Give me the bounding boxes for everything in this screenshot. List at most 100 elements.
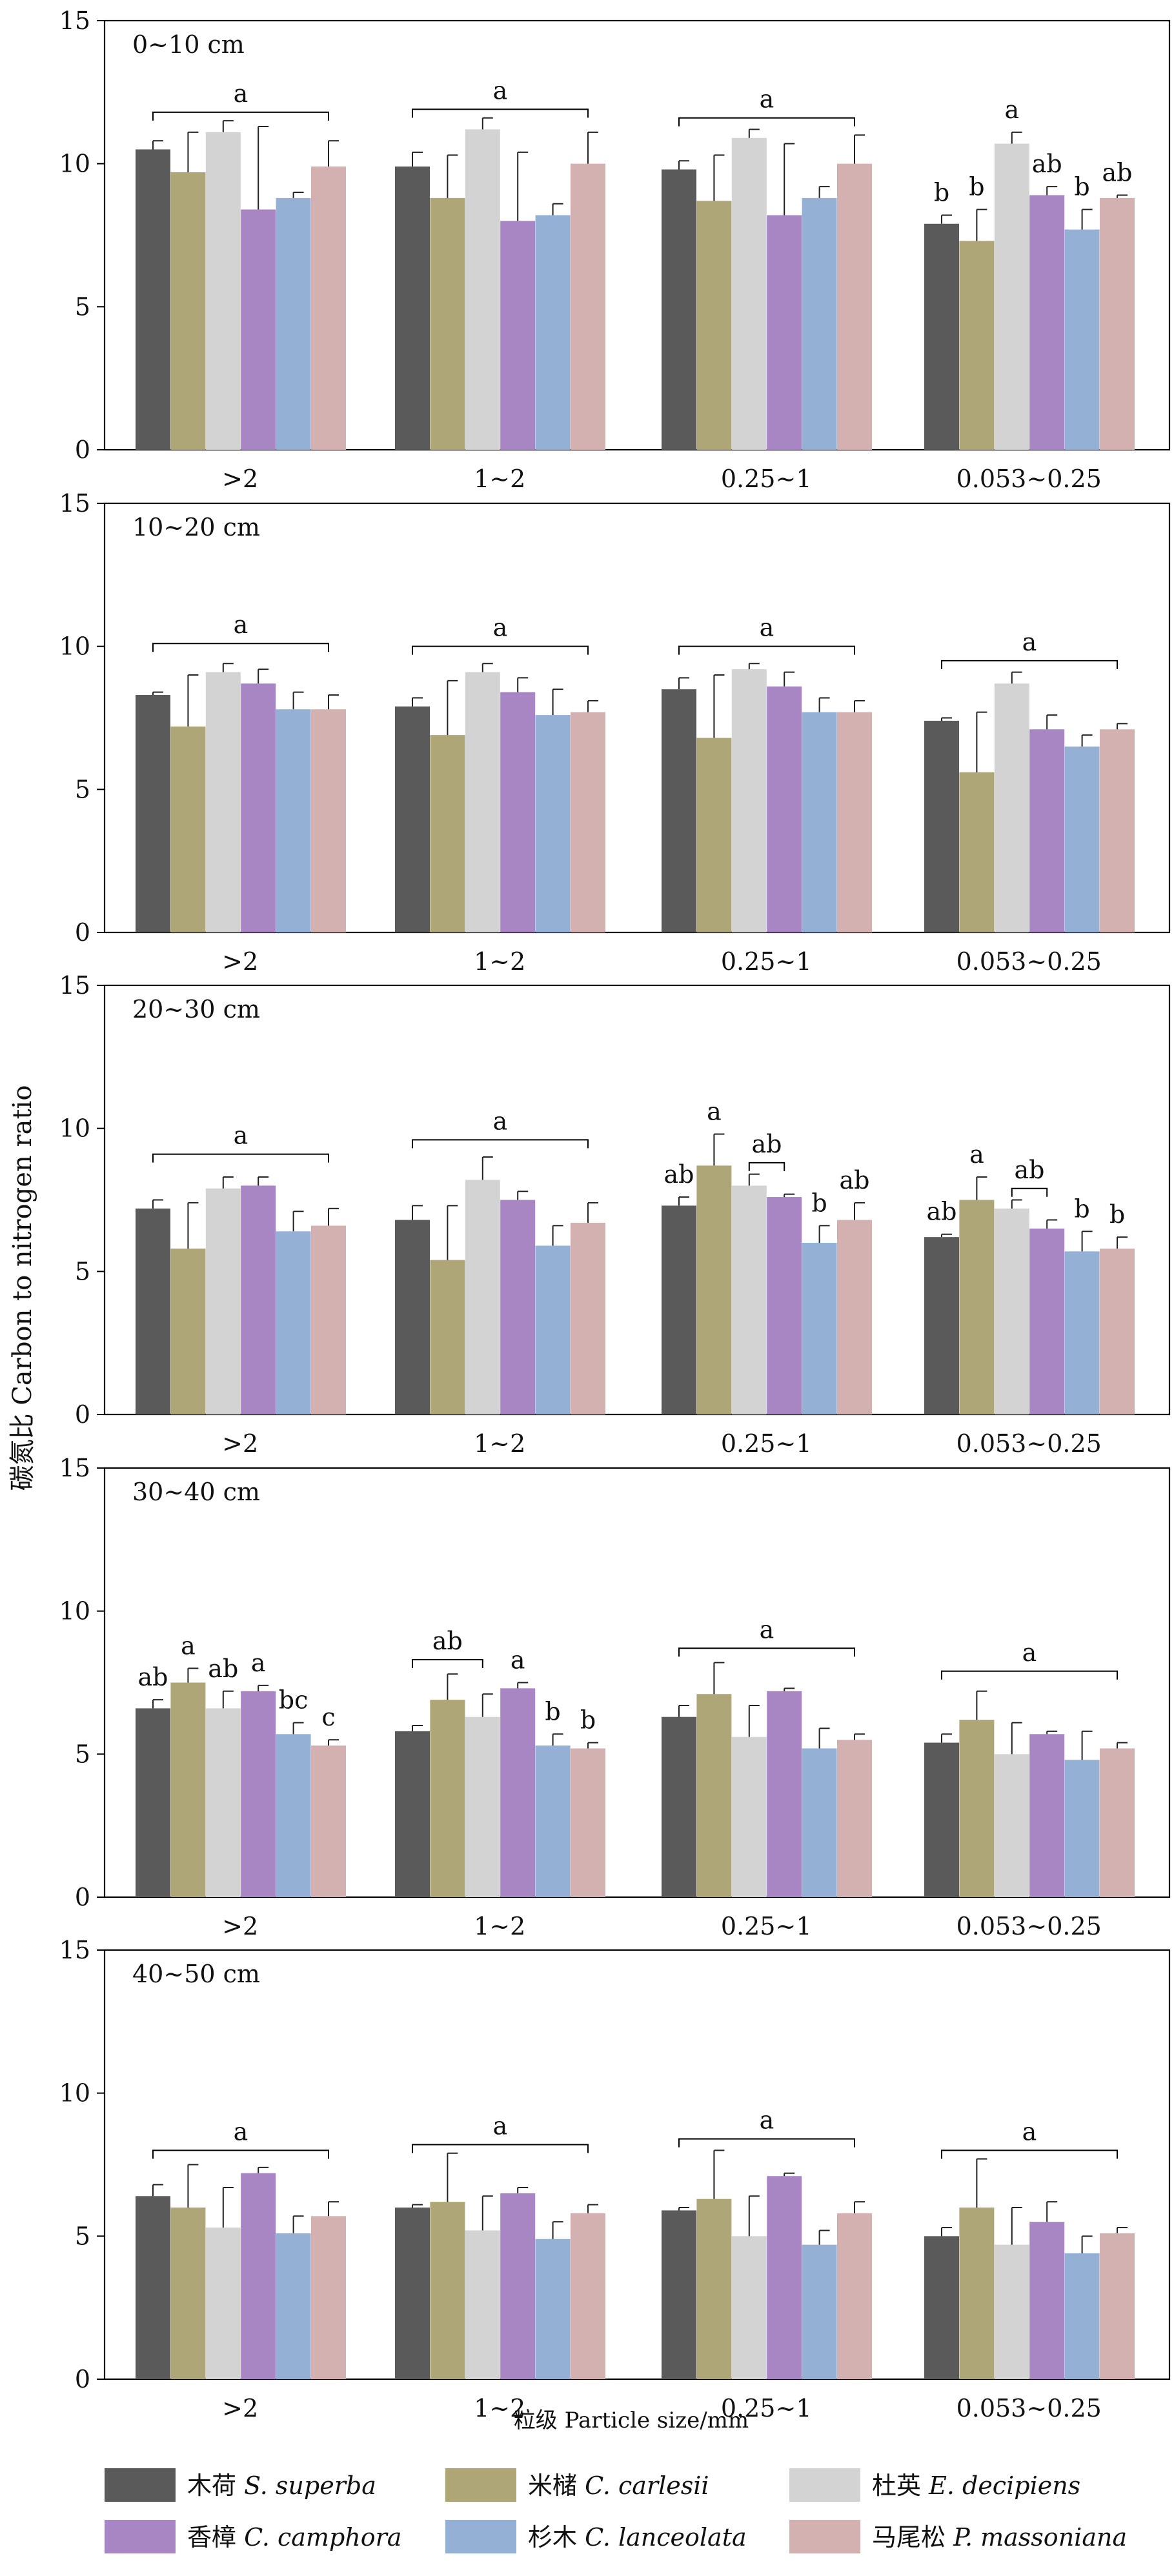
- bar: [1100, 2233, 1135, 2379]
- legend-entry: 米槠 C. carlesii: [528, 2471, 709, 2500]
- bar: [837, 712, 872, 932]
- bar: [1100, 729, 1135, 932]
- significance-letter: ab: [664, 1160, 694, 1189]
- bar: [535, 715, 571, 932]
- bar: [767, 1691, 802, 1897]
- bar: [276, 709, 311, 932]
- significance-letter: ab: [208, 1655, 238, 1683]
- legend-swatch: [105, 2468, 176, 2502]
- bar: [662, 689, 696, 932]
- significance-bracket: [152, 111, 329, 121]
- significance-bracket: [941, 2149, 1118, 2159]
- bar: [837, 1740, 872, 1897]
- category-label: 1~2: [474, 1429, 525, 1458]
- bar: [465, 1180, 500, 1414]
- bar: [994, 1208, 1029, 1414]
- category-label: 0.25~1: [721, 1429, 812, 1458]
- y-tick-label: 15: [59, 6, 90, 35]
- significance-bracket: [412, 1139, 589, 1149]
- bar: [696, 2199, 732, 2379]
- category-label: 1~2: [474, 465, 525, 493]
- bar: [731, 2236, 767, 2379]
- y-tick-label: 15: [59, 489, 90, 518]
- bar: [430, 1260, 465, 1414]
- bar: [500, 1200, 536, 1414]
- category-label: 0.25~1: [721, 1912, 812, 1940]
- panel-title: 40~50 cm: [132, 1960, 260, 1988]
- bar: [994, 683, 1029, 932]
- y-tick-label: 5: [75, 2222, 90, 2250]
- legend: 木荷 S. superba 米槠 C. carlesii 杜英 E. decipie…: [105, 2468, 1127, 2553]
- significance-bracket: [412, 108, 589, 118]
- significance-letter: a: [1022, 1638, 1037, 1667]
- bar: [1029, 729, 1065, 932]
- bar: [170, 1248, 206, 1414]
- bar: [924, 1742, 959, 1897]
- bar: [571, 712, 605, 932]
- y-tick-label: 10: [59, 1597, 90, 1625]
- category-label: 0.053~0.25: [956, 465, 1102, 493]
- bar: [924, 2236, 959, 2379]
- y-tick-label: 10: [59, 1114, 90, 1143]
- bar: [662, 1716, 696, 1897]
- significance-letter: ab: [1032, 150, 1062, 178]
- category-label: >2: [222, 947, 258, 976]
- bar: [276, 1231, 311, 1414]
- significance-bracket: [678, 645, 855, 655]
- legend-latin-name: P. massoniana: [953, 2523, 1127, 2551]
- bar: [1100, 197, 1135, 450]
- bar: [311, 709, 346, 932]
- legend-latin-name: C. lanceolata: [585, 2523, 747, 2551]
- legend-chinese-name: 木荷: [187, 2471, 244, 2500]
- panel-title: 20~30 cm: [132, 995, 260, 1023]
- bar: [205, 1188, 241, 1414]
- significance-letter: ab: [1015, 1156, 1045, 1184]
- significance-letter: ab: [752, 1130, 782, 1158]
- bar: [959, 772, 995, 932]
- significance-letter: a: [181, 1631, 196, 1660]
- bar: [430, 197, 465, 450]
- significance-letter: a: [1022, 628, 1037, 656]
- significance-bracket: [152, 643, 329, 652]
- legend-latin-name: C. carlesii: [585, 2471, 709, 2500]
- bar: [241, 683, 276, 932]
- significance-bracket: [941, 659, 1118, 669]
- significance-letter: a: [1004, 96, 1019, 124]
- significance-bracket: [1011, 1187, 1048, 1197]
- bar: [465, 1716, 500, 1897]
- significance-letter: a: [234, 79, 248, 108]
- y-tick-label: 10: [59, 632, 90, 661]
- significance-letter: ab: [840, 1166, 870, 1194]
- significance-bracket: [412, 2144, 589, 2153]
- y-tick-label: 15: [59, 971, 90, 1000]
- bar: [1064, 229, 1100, 450]
- bar: [205, 2228, 241, 2379]
- legend-entry: 木荷 S. superba: [187, 2471, 376, 2500]
- panel-title: 30~40 cm: [132, 1478, 260, 1506]
- significance-letter: a: [760, 2106, 774, 2135]
- y-tick-label: 0: [75, 2365, 90, 2393]
- bar: [767, 1197, 802, 1414]
- bar: [802, 1748, 837, 1897]
- significance-letter: ab: [927, 1198, 957, 1226]
- legend-chinese-name: 马尾松: [872, 2523, 953, 2551]
- legend-chinese-name: 杉木: [528, 2523, 585, 2551]
- bar: [767, 215, 802, 450]
- legend-chinese-name: 香樟: [187, 2523, 244, 2551]
- significance-bracket: [152, 1153, 329, 1163]
- significance-letter: a: [707, 1098, 722, 1126]
- bar: [136, 695, 170, 932]
- bar: [170, 1682, 206, 1897]
- y-tick-label: 5: [75, 775, 90, 803]
- bar: [837, 163, 872, 450]
- bar: [1064, 2253, 1100, 2379]
- bar: [430, 735, 465, 932]
- significance-bracket: [678, 2138, 855, 2148]
- y-tick-label: 0: [75, 1883, 90, 1911]
- bar: [662, 2210, 696, 2379]
- bar: [500, 692, 536, 932]
- legend-chinese-name: 杜英: [872, 2471, 929, 2500]
